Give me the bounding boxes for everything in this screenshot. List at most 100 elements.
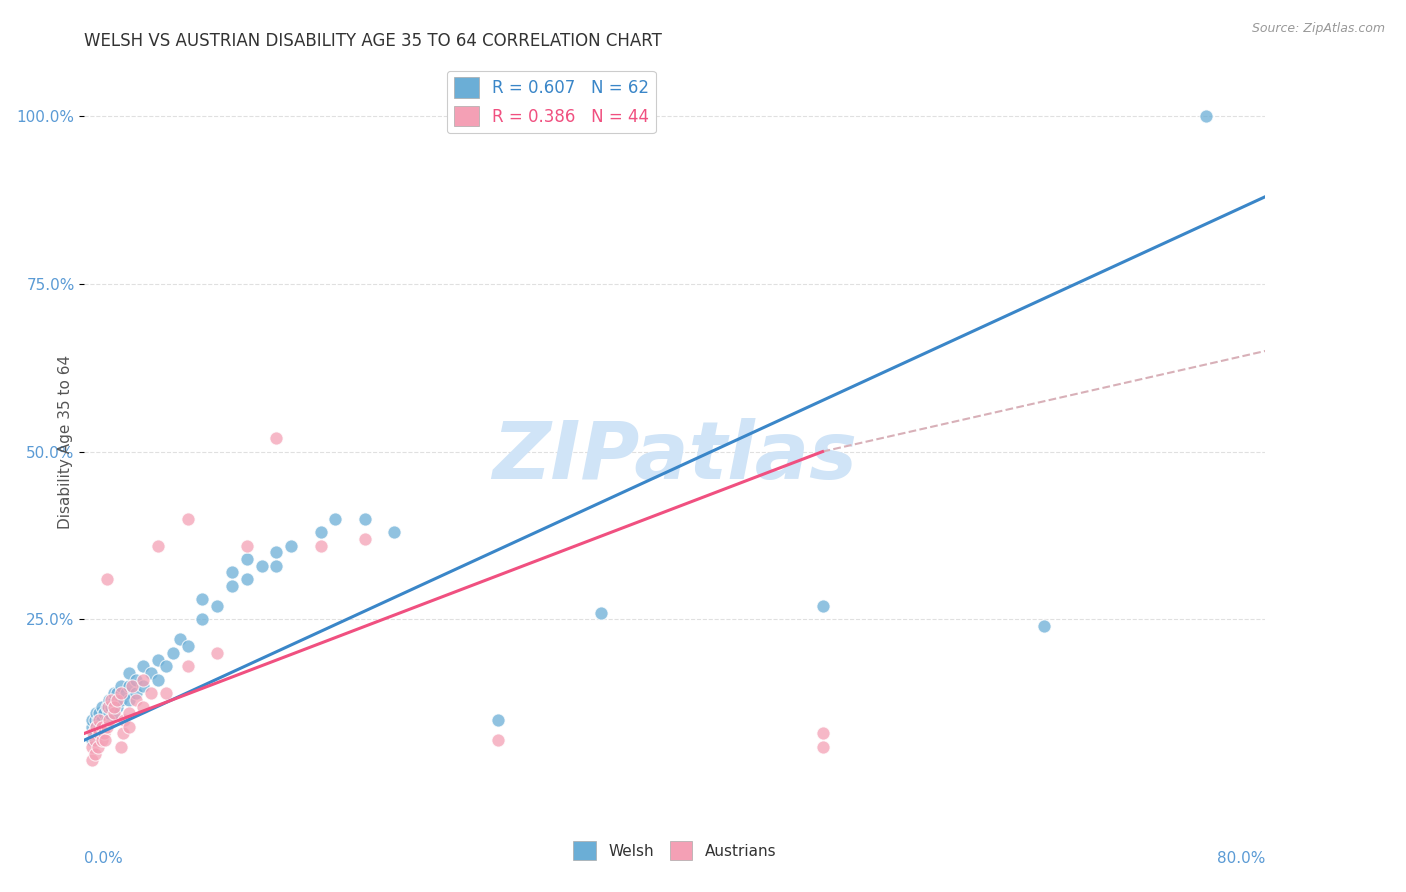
Point: [118, 693, 141, 707]
Point: [169, 632, 191, 647]
Point: [86, 713, 108, 727]
Point: [87, 720, 111, 734]
Point: [87, 726, 111, 740]
Point: [87, 713, 111, 727]
Point: [148, 652, 170, 666]
Point: [83, 726, 105, 740]
Point: [103, 706, 125, 721]
Point: [811, 726, 834, 740]
Point: [83, 713, 105, 727]
Text: 80.0%: 80.0%: [1218, 851, 1265, 866]
Text: WELSH VS AUSTRIAN DISABILITY AGE 35 TO 64 CORRELATION CHART: WELSH VS AUSTRIAN DISABILITY AGE 35 TO 6…: [84, 32, 662, 50]
Point: [155, 659, 177, 673]
Point: [110, 680, 132, 694]
Point: [1195, 109, 1218, 123]
Point: [132, 673, 155, 687]
Point: [139, 686, 162, 700]
Point: [325, 512, 347, 526]
Point: [80, 713, 103, 727]
Point: [103, 686, 125, 700]
Point: [266, 431, 288, 445]
Point: [84, 720, 107, 734]
Point: [103, 706, 125, 721]
Point: [94, 733, 117, 747]
Point: [98, 713, 121, 727]
Point: [221, 579, 243, 593]
Point: [86, 739, 108, 754]
Point: [114, 686, 136, 700]
Point: [110, 693, 132, 707]
Point: [103, 699, 125, 714]
Point: [148, 673, 170, 687]
Point: [83, 733, 105, 747]
Point: [132, 699, 155, 714]
Point: [811, 739, 834, 754]
Point: [98, 693, 121, 707]
Point: [121, 680, 143, 694]
Point: [93, 726, 115, 740]
Point: [132, 659, 155, 673]
Point: [80, 753, 103, 767]
Point: [309, 539, 332, 553]
Point: [266, 545, 288, 559]
Point: [96, 713, 118, 727]
Point: [80, 733, 103, 747]
Point: [91, 720, 114, 734]
Point: [236, 539, 259, 553]
Point: [811, 599, 834, 613]
Point: [80, 720, 103, 734]
Point: [148, 539, 170, 553]
Point: [125, 693, 148, 707]
Point: [96, 572, 118, 586]
Point: [110, 686, 132, 700]
Point: [118, 680, 141, 694]
Point: [91, 733, 114, 747]
Point: [96, 720, 118, 734]
Point: [125, 686, 148, 700]
Point: [1033, 619, 1056, 633]
Point: [83, 747, 105, 761]
Point: [91, 713, 114, 727]
Point: [84, 720, 107, 734]
Point: [382, 525, 406, 540]
Point: [591, 606, 613, 620]
Point: [87, 726, 111, 740]
Point: [155, 686, 177, 700]
Point: [236, 572, 259, 586]
Point: [354, 512, 377, 526]
Point: [118, 720, 141, 734]
Point: [139, 666, 162, 681]
Point: [96, 699, 118, 714]
Point: [82, 726, 104, 740]
Point: [103, 693, 125, 707]
Point: [100, 699, 122, 714]
Point: [98, 706, 121, 721]
Point: [280, 539, 302, 553]
Point: [93, 706, 115, 721]
Point: [93, 720, 115, 734]
Point: [191, 592, 214, 607]
Point: [162, 646, 184, 660]
Point: [207, 646, 229, 660]
Point: [118, 706, 141, 721]
Point: [207, 599, 229, 613]
Point: [354, 532, 377, 546]
Text: 0.0%: 0.0%: [84, 851, 124, 866]
Point: [236, 552, 259, 566]
Point: [97, 699, 120, 714]
Point: [177, 639, 200, 653]
Point: [110, 739, 132, 754]
Point: [105, 693, 128, 707]
Point: [111, 726, 134, 740]
Point: [177, 512, 200, 526]
Point: [266, 558, 288, 573]
Point: [486, 713, 509, 727]
Point: [177, 659, 200, 673]
Point: [84, 706, 107, 721]
Point: [486, 733, 509, 747]
Point: [221, 566, 243, 580]
Point: [105, 686, 128, 700]
Point: [132, 680, 155, 694]
Point: [80, 739, 103, 754]
Point: [191, 612, 214, 626]
